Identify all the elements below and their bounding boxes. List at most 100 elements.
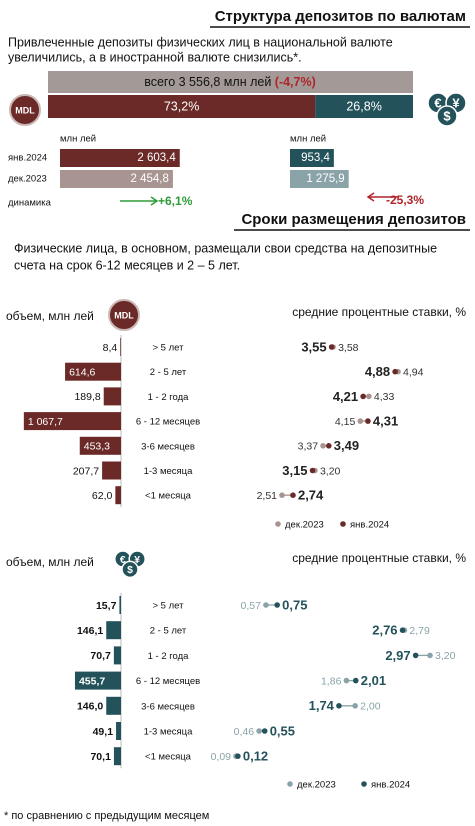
rate-dot bbox=[235, 753, 241, 759]
volume-label: 614,6 bbox=[69, 366, 95, 378]
volume-bar bbox=[119, 596, 121, 614]
unit-label: млн лей bbox=[290, 134, 326, 145]
currency-value: 2 603,4 bbox=[137, 152, 176, 164]
rate-dot bbox=[309, 467, 316, 474]
rate-dot bbox=[352, 677, 359, 684]
section-title: Структура депозитов по валютам bbox=[215, 8, 466, 25]
unit-label: млн лей bbox=[60, 134, 96, 145]
volume-label: 15,7 bbox=[96, 600, 117, 612]
rate-label: 1,74 bbox=[309, 698, 335, 713]
category-label: <1 месяца bbox=[145, 491, 192, 502]
currency-value: 2 454,8 bbox=[131, 173, 169, 185]
category-label: 1-3 месяца bbox=[144, 727, 194, 738]
rate-label: 2,79 bbox=[409, 625, 430, 637]
rate-label: 2,74 bbox=[298, 488, 324, 503]
share-bar bbox=[315, 95, 413, 118]
rate-label: 4,31 bbox=[373, 414, 398, 429]
legend-marker bbox=[275, 521, 281, 527]
category-label: 1-3 месяца bbox=[144, 466, 194, 477]
rate-dot bbox=[360, 393, 366, 400]
rate-label: 0,57 bbox=[241, 600, 262, 612]
rate-label: 3,20 bbox=[435, 650, 456, 662]
volume-label: 207,7 bbox=[73, 465, 99, 477]
rate-label: 2,97 bbox=[385, 648, 410, 663]
dynamics-label: динамика bbox=[8, 198, 52, 209]
rate-label: 4,21 bbox=[333, 389, 358, 404]
category-label: > 5 лет bbox=[153, 601, 185, 612]
share-bar bbox=[48, 95, 316, 118]
fx-icon-text: € bbox=[434, 95, 441, 110]
category-label: 3-6 месяцев bbox=[141, 701, 195, 712]
volume-bar bbox=[113, 747, 121, 766]
volume-bar bbox=[65, 362, 121, 381]
rate-dot bbox=[427, 652, 433, 659]
rate-label: 3,49 bbox=[334, 438, 359, 453]
rate-label: 3,15 bbox=[282, 463, 307, 478]
rate-dot bbox=[365, 418, 371, 424]
volume-label: 455,7 bbox=[79, 675, 105, 687]
volume-bar bbox=[106, 621, 121, 640]
rate-dot bbox=[328, 344, 335, 350]
rate-label: 1,86 bbox=[321, 675, 342, 687]
category-label: 2 - 5 лет bbox=[150, 626, 187, 637]
volume-bar bbox=[106, 696, 121, 715]
rate-dot bbox=[261, 728, 268, 734]
rate-dot bbox=[343, 677, 350, 684]
intro-text: Физические лица, в основном, размещали с… bbox=[14, 241, 437, 255]
row-label: янв.2024 bbox=[8, 153, 47, 164]
fx-icon bbox=[436, 105, 458, 127]
currency-bar bbox=[60, 149, 180, 167]
volume-label: 1 067,7 bbox=[28, 416, 63, 428]
intro-text: увеличились, а в иностранной валюте сниз… bbox=[8, 50, 302, 64]
rate-dot bbox=[279, 492, 285, 499]
rate-dot bbox=[352, 703, 358, 709]
rate-label: 0,46 bbox=[234, 726, 255, 738]
mdl-icon bbox=[108, 299, 140, 331]
rate-dot bbox=[366, 393, 372, 400]
rate-dot bbox=[357, 418, 364, 424]
rate-label: 0,75 bbox=[282, 597, 307, 612]
rate-axis-label: средние процентные ставки, % bbox=[292, 551, 466, 565]
volume-label: 70,1 bbox=[90, 751, 111, 763]
rate-label: 4,88 bbox=[365, 364, 390, 379]
total-label: всего 3 556,8 млн лей (-4,7%) bbox=[144, 75, 316, 89]
rate-label: 2,76 bbox=[372, 623, 397, 638]
fx-icon-text: $ bbox=[127, 565, 133, 576]
category-label: > 5 лет bbox=[153, 343, 185, 354]
volume-label: 146,0 bbox=[77, 701, 103, 713]
legend-label: янв.2024 bbox=[371, 780, 410, 791]
rate-label: 3,58 bbox=[338, 342, 359, 354]
volume-bar bbox=[74, 671, 121, 690]
category-label: 3-6 месяцев bbox=[141, 441, 195, 452]
currency-value: 1 275,9 bbox=[306, 173, 344, 185]
fx-icon-text: $ bbox=[443, 108, 451, 123]
volume-label: 453,3 bbox=[84, 441, 110, 453]
rate-label: 4,33 bbox=[374, 391, 395, 403]
share-label: 73,2% bbox=[164, 99, 199, 113]
volume-label: 49,1 bbox=[93, 726, 114, 738]
volume-label: 189,8 bbox=[74, 391, 100, 403]
volume-bar bbox=[115, 486, 121, 505]
rate-dot bbox=[274, 602, 280, 608]
footnote: * по сравнению с предыдущим месяцем bbox=[4, 810, 209, 822]
rate-dot bbox=[399, 627, 406, 633]
fx-icon-text: ¥ bbox=[452, 95, 460, 110]
rate-dot bbox=[412, 652, 419, 659]
category-label: 1 - 2 года bbox=[148, 651, 190, 662]
rate-dot bbox=[336, 703, 342, 709]
legend-label: дек.2023 bbox=[297, 780, 336, 791]
legend-label: дек.2023 bbox=[285, 520, 324, 531]
volume-bar bbox=[120, 338, 121, 356]
rate-dot bbox=[256, 728, 262, 734]
change-arrow-head bbox=[366, 192, 375, 202]
volume-bar bbox=[116, 722, 121, 740]
mdl-icon bbox=[9, 94, 41, 126]
volume-axis-label: объем, млн лей bbox=[6, 309, 94, 323]
volume-bar bbox=[113, 646, 121, 665]
currency-bar bbox=[60, 170, 173, 188]
rate-dot bbox=[263, 602, 269, 608]
mdl-icon-text: MDL bbox=[15, 105, 35, 115]
volume-label: 62,0 bbox=[92, 490, 113, 502]
rate-label: 4,94 bbox=[403, 366, 424, 378]
total-change: (-4,7%) bbox=[275, 75, 316, 89]
